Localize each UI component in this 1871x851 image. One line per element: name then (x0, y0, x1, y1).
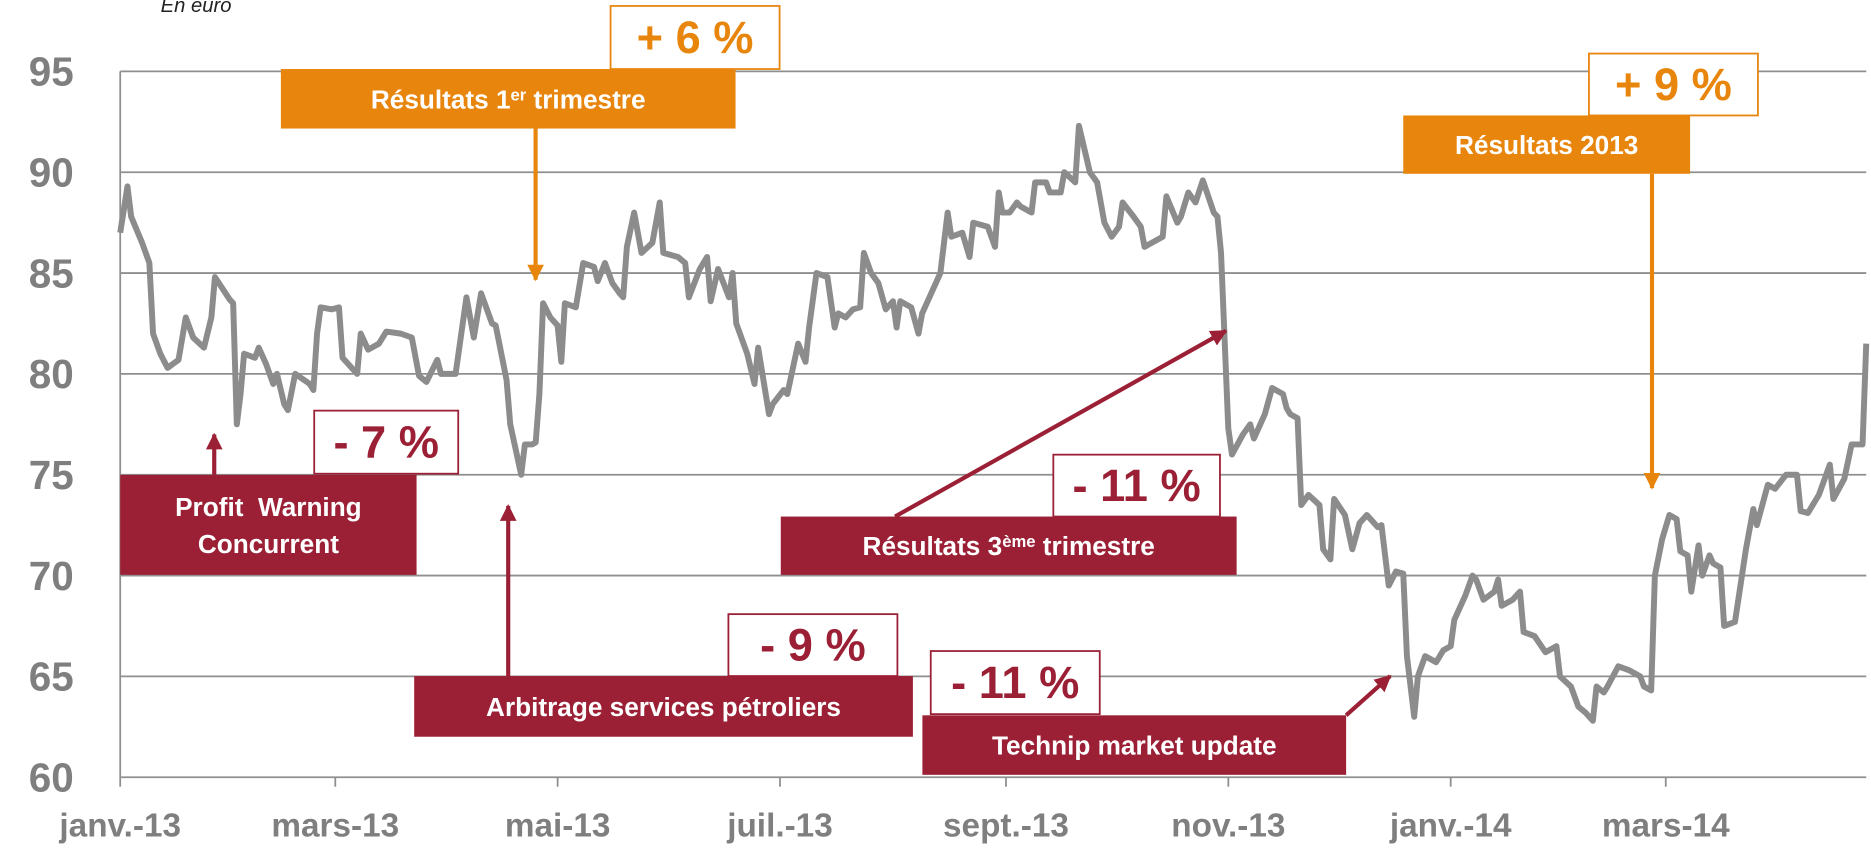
annotation-label-part: Concurrent (198, 529, 339, 559)
x-tick-label: mai-13 (505, 808, 611, 845)
annotation-label-part: trimestre (526, 84, 645, 114)
price-line (117, 122, 1870, 724)
annotation-label-part: Technip market update (992, 731, 1277, 761)
y-tick-label: 75 (29, 452, 74, 498)
y-tick-label: 65 (29, 654, 74, 700)
annotation-box (780, 516, 1237, 575)
x-tick-label: janv.-13 (58, 808, 181, 845)
annotation-label: Résultats 1er trimestre (371, 84, 646, 114)
y-tick-label: 95 (29, 49, 74, 95)
annotation-label: Arbitrage services pétroliers (486, 692, 841, 722)
unit-label: En euro (161, 0, 232, 17)
annotation-arrow (894, 329, 1228, 519)
x-tick-label: mars-14 (1602, 808, 1730, 845)
y-tick-label: 80 (29, 351, 74, 397)
y-tick-label: 90 (29, 150, 74, 196)
change-label: + 6 % (637, 12, 754, 63)
change-label: - 11 % (951, 657, 1079, 708)
annotation-box (120, 474, 417, 575)
change-box (1588, 52, 1759, 117)
annotation-label-part: Résultats 3 (863, 531, 1003, 561)
change-box (929, 650, 1101, 716)
annotation-label-part: Profit Warning (175, 492, 362, 522)
annotation-label: Concurrent (198, 529, 339, 559)
annotation-label: Résultats 2013 (1455, 130, 1638, 160)
x-tick-label: mars-13 (271, 808, 399, 845)
annotation-label-part: ème (1002, 532, 1035, 551)
change-box (727, 613, 899, 677)
annotation-label: Résultats 3ème trimestre (863, 531, 1155, 561)
x-tick-label: nov.-13 (1171, 808, 1285, 845)
x-tick-label: sept.-13 (943, 808, 1069, 845)
annotation-box (1403, 115, 1691, 174)
y-tick-label: 70 (29, 553, 74, 599)
annotation-label-part: trimestre (1036, 531, 1155, 561)
annotation-label: Technip market update (992, 731, 1277, 761)
annotation-label: Profit Warning (175, 492, 362, 522)
annotation-label-part: Résultats 2013 (1455, 130, 1638, 160)
x-tick-label: juil.-13 (726, 808, 833, 845)
x-tick-label: janv.-14 (1389, 808, 1512, 845)
annotation-box (280, 69, 736, 129)
change-label: + 9 % (1615, 59, 1732, 110)
annotation-arrow (1344, 674, 1392, 717)
annotation-label-part: er (511, 85, 527, 104)
change-box (1052, 453, 1221, 518)
change-label: - 9 % (760, 620, 866, 671)
annotation-box (414, 676, 913, 737)
change-box (313, 409, 460, 475)
change-label: - 7 % (333, 417, 439, 468)
change-label: - 11 % (1073, 460, 1201, 511)
annotation-label-part: Arbitrage services pétroliers (486, 692, 841, 722)
y-tick-label: 85 (29, 250, 74, 296)
annotation-box (922, 715, 1347, 775)
y-tick-label: 60 (29, 754, 74, 800)
annotation-label-part: Résultats 1 (371, 84, 511, 114)
change-box (609, 5, 781, 70)
